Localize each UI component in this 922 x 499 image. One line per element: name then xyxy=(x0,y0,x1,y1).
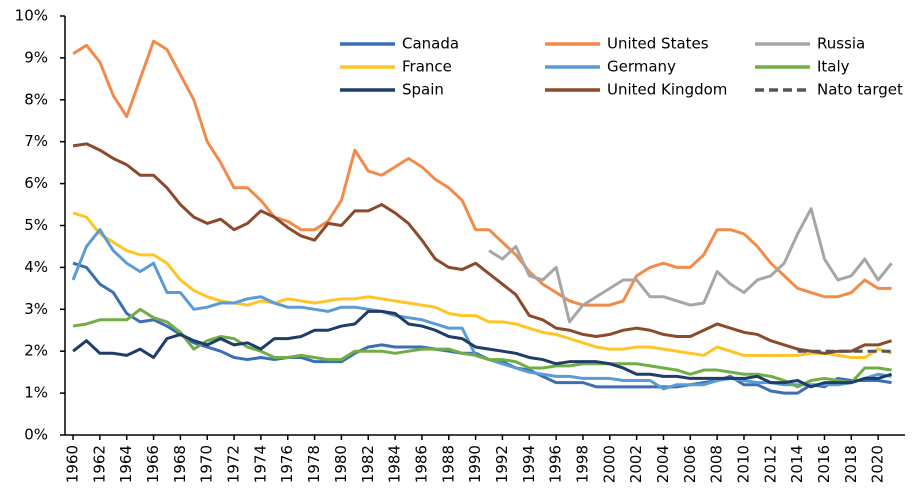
x-tick-label: 1980 xyxy=(332,445,350,483)
x-tick-label: 1994 xyxy=(520,445,538,483)
x-tick-label: 1990 xyxy=(466,445,484,483)
x-tick-label: 1986 xyxy=(412,445,430,483)
x-tick-label: 1992 xyxy=(493,445,511,483)
y-tick-label: 10% xyxy=(15,7,48,25)
series-line xyxy=(72,261,892,395)
series-line xyxy=(72,211,893,359)
x-tick-label: 1966 xyxy=(144,445,162,483)
x-tick-label: 2020 xyxy=(869,445,887,483)
y-tick-label: 0% xyxy=(24,426,48,444)
x-tick-label: 2002 xyxy=(627,445,645,483)
legend-label: United Kingdom xyxy=(607,81,727,99)
legend-label: Canada xyxy=(402,35,459,53)
x-tick-label: 1984 xyxy=(386,445,404,483)
x-tick-label: 1988 xyxy=(439,445,457,483)
x-tick-label: 1996 xyxy=(547,445,565,483)
y-tick-label: 7% xyxy=(24,132,48,150)
series-line xyxy=(72,307,892,389)
legend-label: France xyxy=(402,58,452,76)
legend-label: Nato target xyxy=(817,81,903,99)
x-tick-label: 1978 xyxy=(305,445,323,483)
x-tick-label: 2018 xyxy=(842,445,860,483)
series-line xyxy=(72,309,893,389)
y-tick-label: 8% xyxy=(24,90,48,108)
x-tick-label: 2000 xyxy=(600,445,618,483)
y-tick-label: 3% xyxy=(24,300,48,318)
legend-label: Italy xyxy=(817,58,850,76)
x-tick-label: 1974 xyxy=(251,445,269,483)
x-tick-label: 2006 xyxy=(681,445,699,483)
x-tick-label: 2008 xyxy=(708,445,726,483)
x-tick-label: 2016 xyxy=(815,445,833,483)
series-line xyxy=(72,39,892,307)
series-line xyxy=(72,142,893,355)
x-tick-label: 1970 xyxy=(198,445,216,483)
x-tick-label: 1962 xyxy=(90,445,108,483)
x-tick-label: 1976 xyxy=(278,445,296,483)
x-tick-label: 2010 xyxy=(734,445,752,483)
y-tick-label: 9% xyxy=(24,48,48,66)
legend-label: Russia xyxy=(817,35,865,53)
x-tick-label: 2004 xyxy=(654,445,672,483)
legend-label: United States xyxy=(607,35,709,53)
y-tick-label: 5% xyxy=(24,216,48,234)
series-line xyxy=(488,207,893,324)
x-tick-label: 2012 xyxy=(761,445,779,483)
x-tick-label: 1982 xyxy=(359,445,377,483)
legend-label: Spain xyxy=(402,81,444,99)
x-tick-label: 1968 xyxy=(171,445,189,483)
x-tick-label: 1964 xyxy=(117,445,135,483)
x-tick-label: 1972 xyxy=(225,445,243,483)
y-tick-label: 6% xyxy=(24,174,48,192)
y-tick-label: 2% xyxy=(24,342,48,360)
x-tick-label: 1998 xyxy=(573,445,591,483)
y-tick-label: 4% xyxy=(24,258,48,276)
series-line xyxy=(71,228,892,391)
y-tick-label: 1% xyxy=(24,384,48,402)
legend-label: Germany xyxy=(607,58,676,76)
x-tick-label: 1960 xyxy=(64,445,82,483)
x-tick-label: 2014 xyxy=(788,445,806,483)
